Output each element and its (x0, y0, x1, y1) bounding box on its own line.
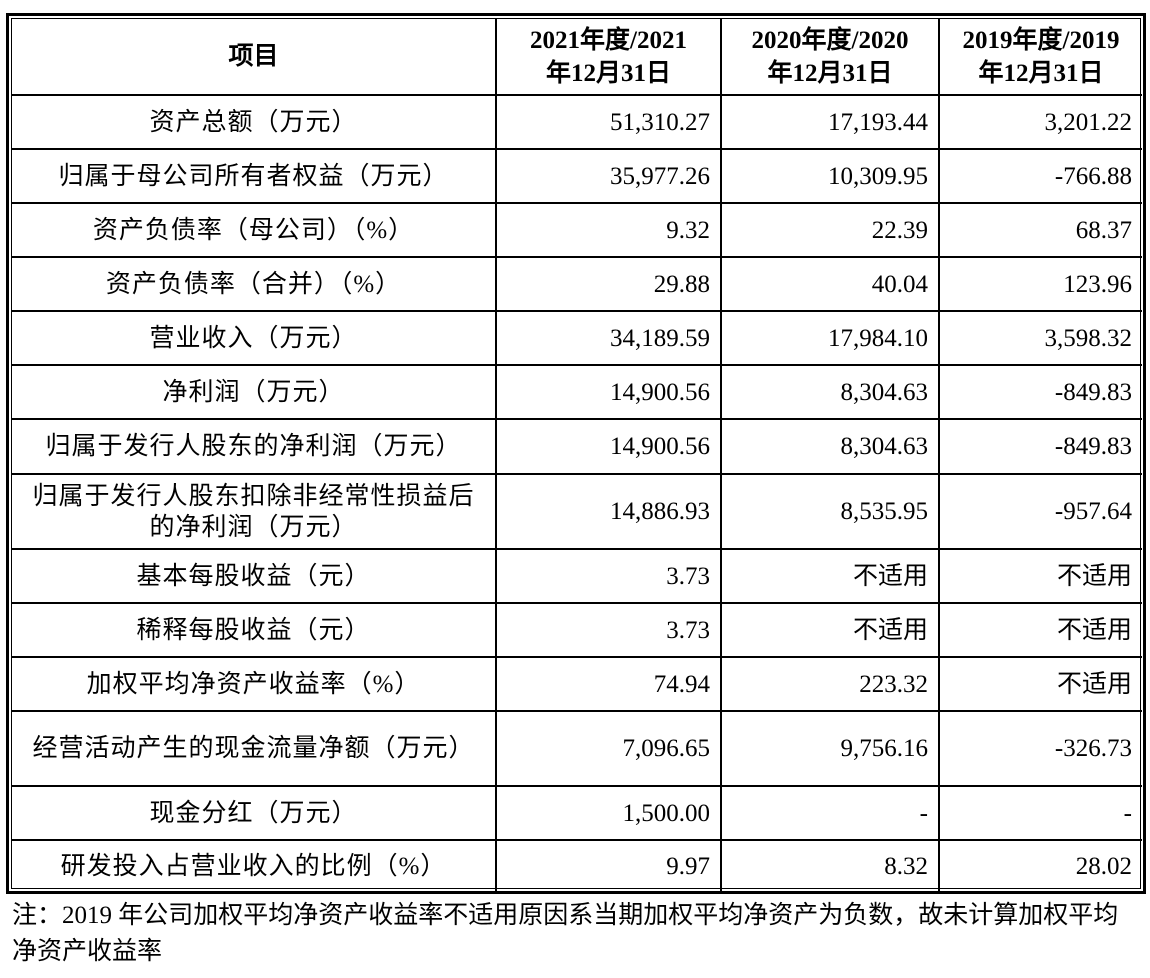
value-2020: 9,756.16 (720, 710, 940, 787)
financial-table-frame: 项目 2021年度/2021 年12月31日 2020年度/2020 年12月31日… (6, 13, 1146, 894)
value-2020: 22.39 (720, 202, 940, 258)
value-2019: -849.83 (938, 418, 1142, 475)
table-row: 资产总额（万元） 51,310.27 17,193.44 3,201.22 (12, 94, 1142, 150)
value-2019: 3,598.32 (938, 310, 1142, 366)
value-2021: 74.94 (495, 656, 722, 712)
value-2020: 17,193.44 (720, 94, 940, 150)
value-2019: 3,201.22 (938, 94, 1142, 150)
table-row: 资产负债率（母公司）（%） 9.32 22.39 68.37 (12, 202, 1142, 258)
header-item: 项目 (12, 19, 497, 96)
value-2019: -766.88 (938, 148, 1142, 204)
value-2019: 不适用 (938, 656, 1142, 712)
header-item-text: 项目 (228, 43, 279, 70)
value-2021: 9.97 (495, 839, 722, 892)
row-label: 资产负债率（合并）（%） (12, 256, 497, 312)
header-row: 项目 2021年度/2021 年12月31日 2020年度/2020 年12月31日… (12, 19, 1142, 96)
row-label: 加权平均净资产收益率（%） (12, 656, 497, 712)
row-label: 归属于发行人股东扣除非经常性损益后的净利润（万元） (12, 473, 497, 550)
row-label: 归属于发行人股东的净利润（万元） (12, 418, 497, 475)
value-2019: 28.02 (938, 839, 1142, 892)
value-2021: 3.73 (495, 548, 722, 604)
value-2021: 7,096.65 (495, 710, 722, 787)
value-2020: 不适用 (720, 548, 940, 604)
value-2020: 40.04 (720, 256, 940, 312)
row-label: 资产总额（万元） (12, 94, 497, 150)
value-2019: -849.83 (938, 364, 1142, 420)
table-row: 净利润（万元） 14,900.56 8,304.63 -849.83 (12, 364, 1142, 420)
row-label: 稀释每股收益（元） (12, 602, 497, 658)
value-2020: - (720, 785, 940, 841)
value-2021: 51,310.27 (495, 94, 722, 150)
financial-summary-table: 项目 2021年度/2021 年12月31日 2020年度/2020 年12月31日… (12, 19, 1142, 892)
table-row: 经营活动产生的现金流量净额（万元） 7,096.65 9,756.16 -326… (12, 710, 1142, 787)
value-2019: 123.96 (938, 256, 1142, 312)
header-2021-line1: 2021年度/2021 (530, 26, 687, 54)
row-label: 资产负债率（母公司）（%） (12, 202, 497, 258)
value-2021: 29.88 (495, 256, 722, 312)
table-row: 归属于发行人股东扣除非经常性损益后的净利润（万元） 14,886.93 8,53… (12, 473, 1142, 550)
table-row: 资产负债率（合并）（%） 29.88 40.04 123.96 (12, 256, 1142, 312)
value-2021: 3.73 (495, 602, 722, 658)
value-2021: 14,900.56 (495, 418, 722, 475)
header-2020-line1: 2020年度/2020 (751, 26, 909, 54)
value-2019: -326.73 (938, 710, 1142, 787)
value-2020: 不适用 (720, 602, 940, 658)
value-2021: 14,886.93 (495, 473, 722, 550)
value-2020: 10,309.95 (720, 148, 940, 204)
header-2020: 2020年度/2020 年12月31日 (720, 19, 940, 96)
value-2020: 8,304.63 (720, 364, 940, 420)
value-2020: 223.32 (720, 656, 940, 712)
header-2019: 2019年度/2019 年12月31日 (938, 19, 1142, 96)
header-2019-line1: 2019年度/2019 (962, 26, 1120, 54)
value-2019: -957.64 (938, 473, 1142, 550)
value-2019: 不适用 (938, 548, 1142, 604)
table-row: 基本每股收益（元） 3.73 不适用 不适用 (12, 548, 1142, 604)
table-footnote: 注：2019 年公司加权平均净资产收益率不适用原因系当期加权平均净资产为负数，故… (12, 902, 1119, 965)
value-2021: 9.32 (495, 202, 722, 258)
row-label: 营业收入（万元） (12, 310, 497, 366)
table-row: 稀释每股收益（元） 3.73 不适用 不适用 (12, 602, 1142, 658)
row-label: 经营活动产生的现金流量净额（万元） (12, 710, 497, 787)
table-row: 营业收入（万元） 34,189.59 17,984.10 3,598.32 (12, 310, 1142, 366)
value-2021: 14,900.56 (495, 364, 722, 420)
row-label: 基本每股收益（元） (12, 548, 497, 604)
value-2020: 17,984.10 (720, 310, 940, 366)
row-label: 净利润（万元） (12, 364, 497, 420)
value-2021: 35,977.26 (495, 148, 722, 204)
header-2020-line2: 年12月31日 (767, 59, 893, 87)
value-2020: 8,535.95 (720, 473, 940, 550)
table-row: 加权平均净资产收益率（%） 74.94 223.32 不适用 (12, 656, 1142, 712)
header-2021-line2: 年12月31日 (545, 59, 671, 87)
financial-table-inner-border: 项目 2021年度/2021 年12月31日 2020年度/2020 年12月31日… (11, 18, 1142, 892)
value-2019: 不适用 (938, 602, 1142, 658)
header-2021: 2021年度/2021 年12月31日 (495, 19, 722, 96)
table-row: 现金分红（万元） 1,500.00 - - (12, 785, 1142, 841)
row-label: 现金分红（万元） (12, 785, 497, 841)
value-2020: 8.32 (720, 839, 940, 892)
table-row: 归属于发行人股东的净利润（万元） 14,900.56 8,304.63 -849… (12, 418, 1142, 475)
value-2019: - (938, 785, 1142, 841)
value-2021: 1,500.00 (495, 785, 722, 841)
table-row: 归属于母公司所有者权益（万元） 35,977.26 10,309.95 -766… (12, 148, 1142, 204)
value-2019: 68.37 (938, 202, 1142, 258)
header-2019-line2: 年12月31日 (978, 59, 1104, 87)
value-2020: 8,304.63 (720, 418, 940, 475)
row-label: 研发投入占营业收入的比例（%） (12, 839, 497, 892)
table-row: 研发投入占营业收入的比例（%） 9.97 8.32 28.02 (12, 839, 1142, 892)
value-2021: 34,189.59 (495, 310, 722, 366)
row-label: 归属于母公司所有者权益（万元） (12, 148, 497, 204)
